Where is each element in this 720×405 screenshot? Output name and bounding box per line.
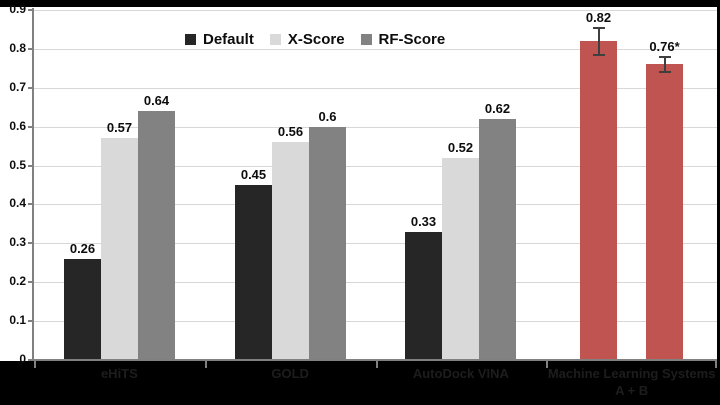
gridline (34, 166, 717, 167)
bar (309, 127, 346, 359)
legend-swatch-default-icon (185, 34, 196, 45)
gridline (34, 243, 717, 244)
category-label: Machine Learning Systems A + B (547, 366, 716, 398)
y-axis-line (32, 8, 34, 361)
y-axis-tick-label: 0.4 (9, 196, 26, 210)
error-bar-cap (658, 56, 671, 58)
y-axis-tick (28, 48, 34, 50)
bar-value-label: 0.56 (277, 124, 304, 139)
error-bar-line (663, 57, 666, 72)
bar (64, 259, 101, 359)
bar (101, 138, 138, 359)
x-axis-tick (205, 361, 207, 368)
legend-item-default: Default (185, 31, 254, 48)
legend-label-rfscore: RF-Score (378, 31, 446, 48)
y-axis-tick-label: 0.7 (9, 80, 26, 94)
y-axis-tick-label: 0.3 (9, 235, 26, 249)
y-axis-tick-label: 0.5 (9, 158, 26, 172)
bar-value-label: 0.26 (69, 241, 96, 256)
y-axis-tick (28, 320, 34, 322)
gridline (34, 49, 717, 50)
gridline (34, 204, 717, 205)
y-axis-tick-label: 0.9 (9, 2, 26, 16)
gridline (34, 282, 717, 283)
y-axis-tick-label: 0.1 (9, 313, 26, 327)
category-label: AutoDock VINA (412, 366, 509, 381)
gridline (34, 10, 717, 11)
bar (272, 142, 309, 359)
y-axis-tick (28, 281, 34, 283)
bar-value-label: 0.52 (447, 140, 474, 155)
x-axis-tick (376, 361, 378, 368)
y-axis-tick (28, 87, 34, 89)
legend-item-xscore: X-Score (269, 31, 345, 48)
y-axis-tick (28, 126, 34, 128)
bar-value-label: 0.6 (318, 109, 337, 124)
y-axis-tick (28, 165, 34, 167)
y-axis-tick-label: 0 (19, 352, 26, 366)
legend-swatch-xscore-icon (269, 34, 281, 45)
y-axis-tick-label: 0.6 (9, 119, 26, 133)
bar-value-label: 0.33 (410, 214, 437, 229)
error-bar-cap (592, 54, 605, 56)
bar (479, 119, 516, 359)
gridline (34, 88, 717, 89)
legend-label-default: Default (203, 31, 254, 48)
bar (138, 111, 175, 359)
y-axis-tick (28, 203, 34, 205)
bar (580, 41, 617, 359)
legend-swatch-rfscore-icon (360, 34, 372, 45)
legend-label-xscore: X-Score (287, 31, 345, 48)
x-axis-tick (546, 361, 548, 368)
y-axis-tick (28, 9, 34, 11)
gridline (34, 321, 717, 322)
bar-value-label: 0.64 (143, 93, 170, 108)
bar-value-label: 0.82 (585, 10, 612, 25)
x-axis-tick (34, 361, 36, 368)
error-bar-line (597, 28, 600, 55)
bar-value-label: 0.62 (484, 101, 511, 116)
x-axis-line (29, 359, 717, 361)
bar (442, 158, 479, 359)
error-bar-cap (658, 71, 671, 73)
x-axis-tick (715, 361, 717, 368)
bar (405, 232, 442, 359)
y-axis-tick-label: 0.8 (9, 41, 26, 55)
bar (646, 64, 683, 359)
bar-value-label: 0.76* (649, 39, 680, 54)
error-bar-cap (592, 27, 605, 29)
bar-value-label: 0.57 (106, 120, 133, 135)
legend: Default X-Score RF-Score (185, 31, 445, 48)
gridline (34, 127, 717, 128)
legend-item-rfscore: RF-Score (360, 31, 446, 48)
y-axis-tick (28, 242, 34, 244)
category-label: GOLD (271, 366, 309, 381)
bar-value-label: 0.45 (240, 167, 267, 182)
category-label: eHiTS (100, 366, 138, 381)
bar (235, 185, 272, 359)
y-axis-tick-label: 0.2 (9, 274, 26, 288)
